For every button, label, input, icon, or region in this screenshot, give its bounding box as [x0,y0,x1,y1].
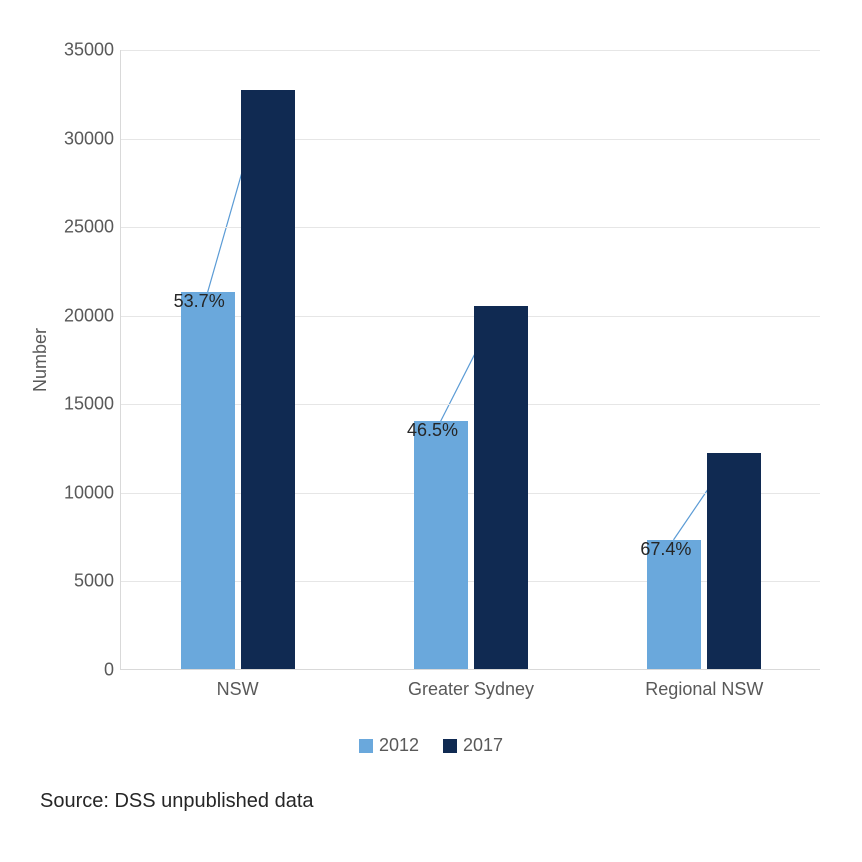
y-tick-label: 25000 [14,217,114,238]
legend-label: 2012 [379,735,419,755]
y-tick-label: 0 [14,660,114,681]
y-tick-label: 5000 [14,571,114,592]
bar-2012 [414,421,468,669]
annotation-label: 46.5% [407,420,458,441]
legend-item: 2017 [443,735,503,756]
legend-item: 2012 [359,735,419,756]
legend-swatch [359,739,373,753]
legend: 2012 2017 [0,735,862,756]
y-tick-label: 15000 [14,394,114,415]
chart-container: Number NSW53.7%Greater Sydney46.5%Region… [0,0,862,862]
bar-2012 [181,292,235,669]
y-axis-label: Number [30,328,51,392]
legend-swatch [443,739,457,753]
source-text: Source: DSS unpublished data [40,790,314,813]
bar-2017 [707,453,761,669]
x-tick-label: Greater Sydney [371,679,571,700]
plot-area: NSW53.7% Greater Sydney46.5% Regional NSW6… [120,50,820,670]
legend-label: 2017 [463,735,503,755]
x-tick-label: NSW [138,679,338,700]
annotation-label: 67.4% [640,539,691,560]
y-tick-label: 20000 [14,305,114,326]
bar-group: Regional NSW [647,50,761,669]
x-tick-label: Regional NSW [604,679,804,700]
y-tick-label: 30000 [14,128,114,149]
bar-2017 [474,306,528,669]
bar-2017 [241,90,295,669]
bar-group: Greater Sydney [414,50,528,669]
annotation-label: 53.7% [174,291,225,312]
bar-group: NSW [181,50,295,669]
y-tick-label: 35000 [14,40,114,61]
y-tick-label: 10000 [14,482,114,503]
